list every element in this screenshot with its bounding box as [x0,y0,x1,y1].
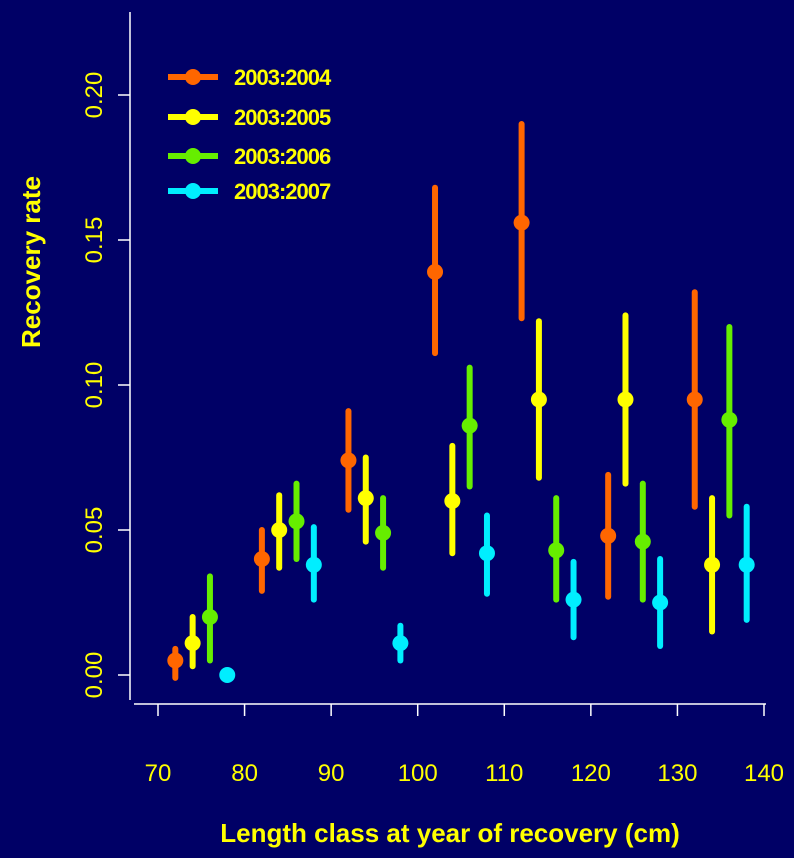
series-layer [167,121,755,683]
legend-marker [185,109,201,125]
y-tick-label: 0.15 [81,217,108,264]
series-2003-2005 [184,312,721,670]
data-point [565,591,582,608]
data-point [253,551,270,567]
data-point [721,411,738,428]
legend-label: 2003:2006 [234,144,331,169]
data-point [704,556,721,573]
data-point [444,493,461,509]
y-tick-label: 0.20 [81,72,108,119]
data-point [392,635,409,652]
data-point [427,263,444,280]
y-ticks: 0.00 0.05 0.10 0.15 0.20 [81,72,130,699]
series-2003-2004 [167,121,703,681]
legend-item: 2003:2006 [168,144,332,169]
y-tick-label: 0.05 [81,507,108,554]
data-point [375,524,392,541]
y-tick-label: 0.10 [81,362,108,409]
legend-item: 2003:2005 [168,105,332,130]
axes [129,12,766,705]
legend-marker [185,183,201,199]
y-axis-label: Recovery rate [16,176,46,348]
data-point [201,609,218,625]
series-2003-2007 [219,503,755,683]
x-tick-label: 130 [657,760,697,787]
series-2003-2006 [201,324,738,664]
data-point [288,513,305,530]
x-tick-label: 140 [744,760,784,787]
legend-marker [185,148,201,164]
legend-label: 2003:2007 [234,179,331,204]
data-point [219,667,236,683]
data-point [634,533,651,550]
x-tick-label: 120 [571,760,611,787]
data-point [617,391,634,408]
data-point [600,527,617,544]
legend-label: 2003:2004 [234,65,332,90]
data-point [340,452,357,469]
data-point [548,542,565,559]
x-axis-label: Length class at year of recovery (cm) [220,818,680,848]
y-tick-label: 0.00 [81,652,108,699]
data-point [686,391,703,408]
legend-label: 2003:2005 [234,105,331,130]
data-point [738,556,755,573]
legend: 2003:2004 2003:2005 2003:2006 2003:2007 [168,65,333,204]
data-point [530,391,547,408]
x-ticks: 70 80 90 100 110 120 130 140 [145,704,784,787]
data-point [461,417,478,434]
x-tick-label: 70 [145,760,172,787]
x-tick-label: 110 [485,760,523,787]
data-point [478,545,495,562]
legend-marker [185,69,201,85]
legend-item: 2003:2004 [168,65,333,90]
data-point [184,635,201,652]
x-tick-label: 100 [398,760,438,787]
data-point [271,522,288,538]
data-point [305,556,322,573]
data-point [357,490,374,507]
x-tick-label: 90 [318,760,345,787]
data-point [513,214,530,231]
x-tick-label: 80 [231,760,258,787]
data-point [167,652,184,669]
legend-item: 2003:2007 [168,179,332,204]
data-point [652,594,669,611]
